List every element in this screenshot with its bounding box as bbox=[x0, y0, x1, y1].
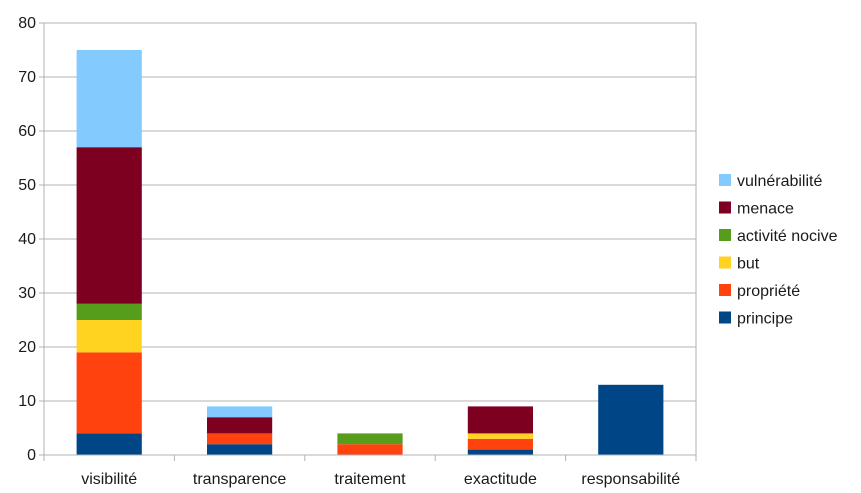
bars bbox=[76, 50, 664, 455]
plot-frame bbox=[43, 22, 697, 456]
axes bbox=[39, 22, 697, 461]
legend-swatch-0 bbox=[719, 311, 731, 324]
y-tick-label-70: 70 bbox=[18, 69, 36, 86]
bar-segment-0-1 bbox=[76, 352, 142, 434]
bar-segment-3-0 bbox=[467, 449, 533, 455]
bar-segment-2-3 bbox=[337, 433, 403, 445]
bar-segment-3-2 bbox=[467, 433, 533, 439]
legend-swatch-2 bbox=[719, 256, 731, 269]
x-tick-label-0: visibilité bbox=[81, 471, 137, 488]
bar-segment-3-4 bbox=[467, 406, 533, 434]
x-tick-labels: visibilité transparence traitement exactitu… bbox=[81, 471, 680, 488]
bar-segment-4-0 bbox=[598, 384, 664, 455]
bar-segment-0-0 bbox=[76, 433, 142, 455]
bar-segment-3-1 bbox=[467, 438, 533, 450]
bar-segment-0-5 bbox=[76, 50, 142, 148]
x-tick-label-3: exactitude bbox=[464, 471, 537, 488]
legend-label-0: principe bbox=[737, 311, 793, 328]
x-tick-label-1: transparence bbox=[193, 471, 286, 488]
y-tick-label-40: 40 bbox=[18, 231, 36, 248]
bar-segment-2-1 bbox=[337, 444, 403, 455]
y-tick-label-50: 50 bbox=[18, 177, 36, 194]
legend-swatch-3 bbox=[719, 229, 731, 241]
legend-swatch-4 bbox=[719, 201, 731, 214]
legend-swatch-1 bbox=[719, 284, 731, 296]
legend: vulnérabilité menace activité nocive but pro… bbox=[719, 173, 838, 328]
y-tick-labels: 0 10 20 30 40 50 60 70 80 bbox=[18, 15, 36, 464]
y-tick-label-60: 60 bbox=[18, 123, 36, 140]
bar-segment-0-4 bbox=[76, 147, 142, 304]
bar-segment-1-0 bbox=[207, 444, 273, 455]
x-tick-label-4: responsabilité bbox=[581, 471, 680, 488]
legend-label-4: menace bbox=[737, 201, 794, 218]
legend-label-1: propriété bbox=[737, 283, 800, 300]
y-tick-label-20: 20 bbox=[18, 339, 36, 356]
legend-label-5: vulnérabilité bbox=[737, 173, 822, 190]
y-tick-label-10: 10 bbox=[18, 393, 36, 410]
y-tick-label-30: 30 bbox=[18, 285, 36, 302]
bar-segment-0-3 bbox=[76, 303, 142, 320]
legend-label-2: but bbox=[737, 256, 760, 273]
legend-label-3: activité nocive bbox=[737, 228, 838, 245]
y-tick-label-0: 0 bbox=[27, 447, 36, 464]
y-tick-label-80: 80 bbox=[18, 15, 36, 32]
legend-swatch-5 bbox=[719, 174, 731, 186]
bar-segment-1-4 bbox=[207, 417, 273, 434]
bar-segment-1-1 bbox=[207, 433, 273, 445]
bar-segment-0-2 bbox=[76, 320, 142, 353]
bar-segment-1-5 bbox=[207, 406, 273, 418]
x-tick-label-2: traitement bbox=[334, 471, 406, 488]
